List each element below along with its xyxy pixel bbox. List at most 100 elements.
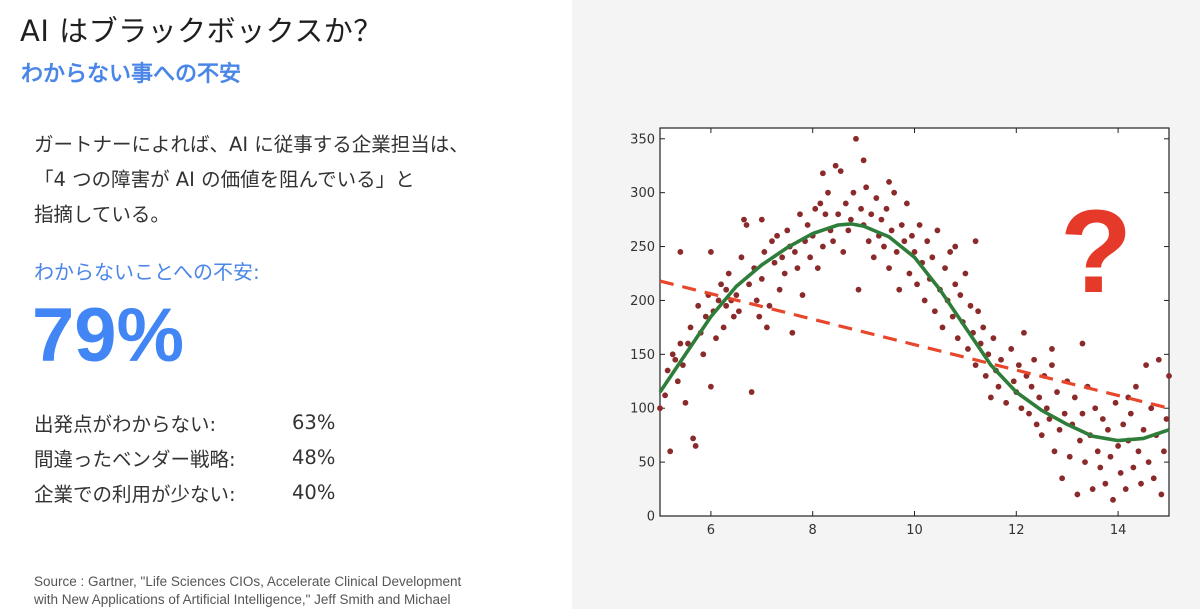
breakdown-value: 40% xyxy=(292,481,336,504)
scatter-point xyxy=(758,216,765,223)
sine-fit-curve xyxy=(658,222,1170,443)
scatter-point xyxy=(797,211,803,218)
scatter-point xyxy=(1046,416,1053,422)
scatter-point xyxy=(1066,453,1073,460)
scatter-point xyxy=(1110,496,1116,503)
scatter-point xyxy=(1143,362,1149,369)
scatter-point xyxy=(1120,421,1127,428)
plot-frame xyxy=(659,127,1170,517)
concern-label: わからないことへの不安: xyxy=(34,260,260,284)
scatter-point xyxy=(881,243,887,250)
scatter-point xyxy=(1059,475,1066,482)
scatter-point xyxy=(819,243,826,250)
scatter-point xyxy=(952,281,959,288)
scatter-point xyxy=(1099,416,1106,422)
y-tick-label: 0 xyxy=(647,510,655,525)
scatter-point xyxy=(738,254,745,261)
scatter-point xyxy=(779,254,786,261)
scatter-point xyxy=(916,222,923,228)
intro-paragraph: ガートナーによれば、AI に従事する企業担当は、 「4 つの障害が AI の価値… xyxy=(34,127,469,232)
scatter-point xyxy=(952,243,959,250)
scatter-point xyxy=(781,270,788,277)
scatter-point xyxy=(702,313,709,320)
scatter-point xyxy=(954,335,961,342)
concern-percent: 79% xyxy=(32,293,185,378)
breakdown-row: 出発点がわからない: 63% xyxy=(34,405,335,440)
chart-panel: 6 8 10 12 14 0 50 100 150 200 250 300 350? xyxy=(572,0,1200,609)
x-tick-label: 6 xyxy=(707,523,715,538)
scatter-point xyxy=(735,308,742,315)
scatter-point xyxy=(1138,480,1144,487)
scatter-point xyxy=(947,249,954,255)
breakdown-list: 出発点がわからない: 63% 間違ったベンダー戦略: 48% 企業での利用が少な… xyxy=(34,405,335,510)
breakdown-value: 63% xyxy=(292,411,336,434)
scatter-point xyxy=(853,135,859,142)
scatter-point xyxy=(1056,426,1063,433)
scatter-point xyxy=(949,313,956,320)
scatter-point xyxy=(774,232,780,239)
scatter-point xyxy=(985,351,992,358)
scatter-point xyxy=(776,286,783,293)
scatter-point xyxy=(987,394,994,401)
scatter-point xyxy=(982,372,989,379)
source-citation: Source : Gartner, "Life Sciences CIOs, A… xyxy=(34,573,554,609)
scatter-point xyxy=(1049,346,1055,352)
slide-subtitle: わからない事への不安 xyxy=(21,62,242,87)
scatter-point xyxy=(1061,410,1068,417)
y-tick-label: 250 xyxy=(630,240,655,255)
scatter-point xyxy=(967,302,974,309)
scatter-point xyxy=(766,302,773,309)
scatter-point xyxy=(1054,389,1060,395)
scatter-point xyxy=(1051,448,1058,455)
scatter-point xyxy=(942,265,948,272)
scatter-point xyxy=(903,200,910,207)
scatter-point xyxy=(791,249,798,255)
scatter-point xyxy=(886,178,892,185)
x-tick-label: 14 xyxy=(1110,523,1127,538)
scatter-point xyxy=(1003,399,1010,406)
linear-fit-line xyxy=(659,279,1170,410)
scatter-point xyxy=(891,189,898,196)
scatter-point xyxy=(1105,426,1111,433)
slide-title: AI はブラックボックスか？ xyxy=(20,14,383,48)
scatter-point xyxy=(667,448,674,455)
scatter-point xyxy=(817,200,824,207)
scatter-point xyxy=(924,238,931,245)
scatter-point xyxy=(1089,486,1096,492)
scatter-point xyxy=(909,232,915,239)
scatter-point xyxy=(1166,372,1172,379)
scatter-point xyxy=(860,157,867,164)
scatter-point xyxy=(814,265,821,272)
scatter-point xyxy=(898,222,905,228)
scatter-point xyxy=(789,329,796,336)
scatter-point xyxy=(690,435,696,442)
scatter-point xyxy=(1049,362,1055,369)
scatter-point xyxy=(804,222,811,228)
scatter-point xyxy=(1115,443,1121,449)
scatter-point xyxy=(888,227,895,234)
scatter-point xyxy=(692,443,699,449)
scatter-point xyxy=(850,189,857,196)
scatter-point xyxy=(657,405,663,412)
scatter-point xyxy=(883,205,890,212)
scatter-point xyxy=(708,383,714,390)
scatter-point xyxy=(769,238,775,245)
scatter-point xyxy=(771,259,778,266)
scatter-point xyxy=(1028,383,1035,390)
scatter-point xyxy=(677,340,684,347)
scatter-point xyxy=(662,392,668,399)
scatter-point xyxy=(830,238,836,245)
scatter-point xyxy=(1150,475,1157,482)
scatter-point xyxy=(1031,356,1038,363)
scatter-point xyxy=(1107,453,1114,460)
scatter-point xyxy=(746,281,752,288)
scatter-point xyxy=(1148,405,1155,412)
scatter-point xyxy=(1036,394,1043,401)
scatter-point xyxy=(723,302,730,309)
scatter-point xyxy=(1161,448,1167,455)
scatter-point xyxy=(832,162,839,169)
scatter-point xyxy=(893,249,900,255)
scatter-point xyxy=(858,205,864,212)
scatter-point xyxy=(1071,394,1078,401)
scatter-point xyxy=(819,170,826,177)
